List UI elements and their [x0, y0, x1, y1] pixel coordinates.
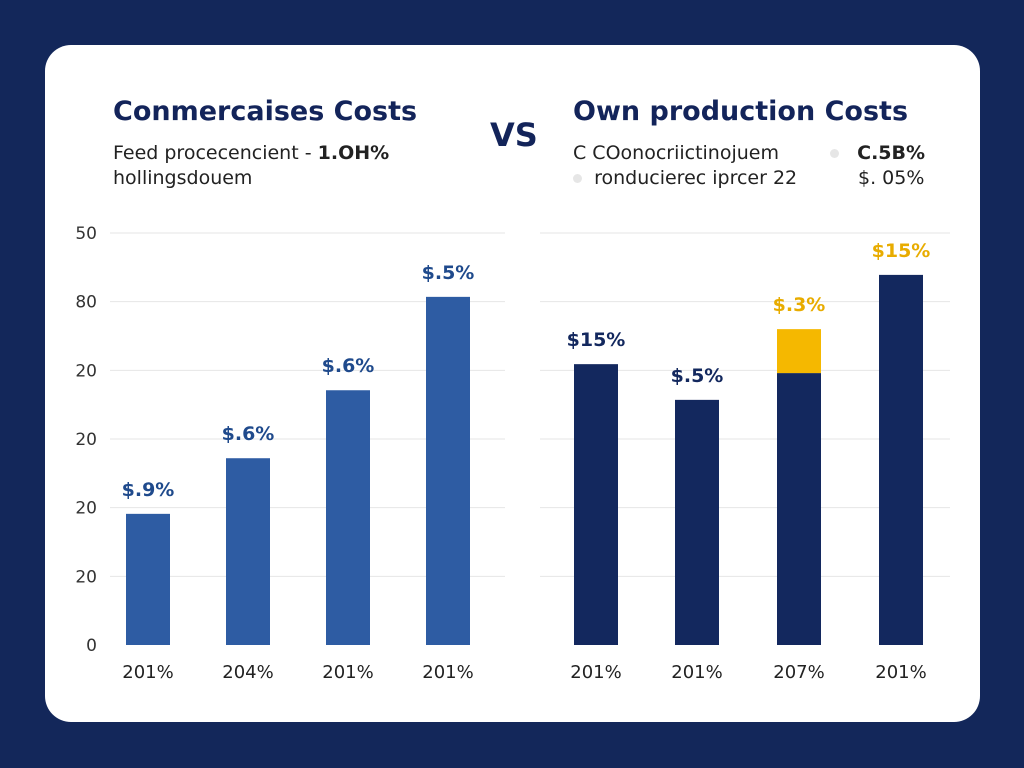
legend-dot: [573, 174, 582, 183]
x-tick-label: 201%: [122, 662, 173, 683]
x-tick-label: 201%: [570, 662, 621, 683]
y-tick-label: 80: [75, 293, 97, 313]
right-subtitle-line1-row: C.5B%: [830, 142, 925, 164]
right-chart-title: Own production Costs: [573, 96, 909, 127]
data-label: $15%: [872, 240, 931, 262]
left-subtitle-line1: Feed procecencient - 1.OH%: [113, 142, 389, 164]
y-tick-label: 20: [75, 567, 97, 587]
bar: [574, 364, 618, 645]
y-tick-label: 20: [75, 361, 97, 381]
bar: [879, 274, 923, 645]
x-tick-label: 201%: [875, 662, 926, 683]
data-label: $.5%: [422, 262, 475, 284]
right-subtitle-value1: C.5B%: [857, 142, 926, 164]
right-subtitle-line1-text: C COonocriictinojuem: [573, 142, 779, 164]
data-label: $.6%: [222, 423, 275, 445]
x-tick-label: 204%: [222, 662, 273, 683]
x-tick-label: 201%: [422, 662, 473, 683]
right-subtitle-value2: $. 05%: [858, 167, 925, 189]
left-subtitle-line2: hollingsdouem: [113, 167, 253, 189]
data-label: $.6%: [322, 355, 375, 377]
vs-label: VS: [490, 116, 538, 154]
bar: [226, 458, 270, 645]
x-tick-label: 201%: [322, 662, 373, 683]
chart-card: [45, 45, 980, 722]
right-subtitle-text2: ronducierec iprcer 22: [594, 167, 798, 189]
left-subtitle-text: Feed procecencient -: [113, 142, 312, 164]
bar: [777, 373, 821, 645]
x-tick-label: 201%: [671, 662, 722, 683]
left-chart-title: Conmercaises Costs: [113, 96, 418, 127]
left-subtitle-value: 1.OH%: [317, 142, 390, 164]
legend-dot: [830, 149, 839, 158]
x-tick-label: 207%: [773, 662, 824, 683]
bar: [126, 513, 170, 645]
right-subtitle-line2-row: ronducierec iprcer 22: [573, 167, 797, 189]
data-label: $.3%: [773, 294, 826, 316]
data-label: $15%: [567, 329, 626, 351]
y-tick-label: 0: [86, 636, 97, 656]
y-tick-label: 50: [75, 224, 97, 244]
bar-highlight-segment: [777, 329, 821, 374]
bar: [426, 296, 470, 645]
data-label: $.5%: [671, 365, 724, 387]
y-tick-label: 20: [75, 499, 97, 519]
y-tick-label: 20: [75, 430, 97, 450]
data-label: $.9%: [122, 479, 175, 501]
bar: [675, 399, 719, 645]
bar: [326, 390, 370, 645]
